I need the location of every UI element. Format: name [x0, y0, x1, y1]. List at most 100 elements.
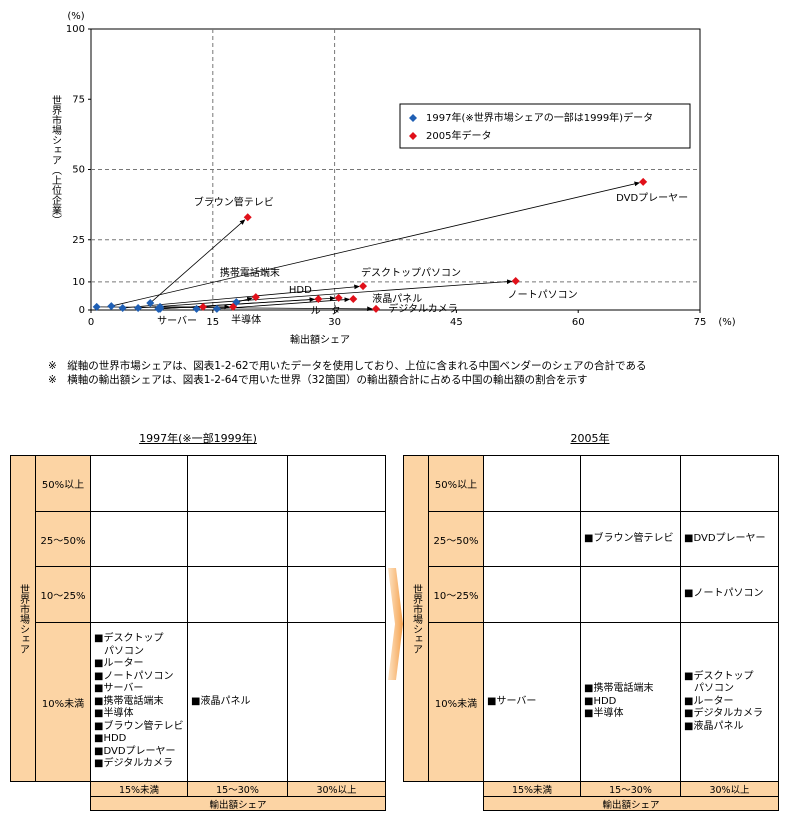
transition-arrow: [388, 568, 403, 680]
column-header: 15%未満: [90, 781, 188, 797]
row-header: 10%未満: [35, 622, 91, 782]
cell: [90, 566, 188, 623]
note: ※ 横軸の輸出額シェアは、図表1-2-64で用いた世界（32箇国）の輸出額合計に…: [48, 374, 588, 386]
cell: [287, 455, 386, 512]
cell: デスクトップ パソコンルーターノートパソコンサーバー携帯電話端末半導体ブラウン管…: [90, 622, 188, 782]
cell: [580, 566, 681, 623]
cell: ノートパソコン: [680, 566, 779, 623]
x-tick-label: 60: [572, 317, 585, 328]
row-header: 10%未満: [428, 622, 484, 782]
point: [349, 295, 358, 304]
cell-item: 液晶パネル: [684, 721, 743, 734]
cell-item: ルーター: [684, 696, 733, 709]
y-unit: (%): [67, 11, 84, 22]
y-axis-label: 世界市場シェア（上位企業）: [50, 95, 62, 225]
row-header: 50%以上: [35, 455, 91, 512]
point: [359, 282, 368, 291]
cell-item: 携帯電話端末: [584, 683, 653, 696]
legend-label: 1997年(※世界市場シェアの一部は1999年)データ: [426, 111, 653, 124]
point: [251, 293, 260, 302]
point-label: ルーター: [311, 305, 351, 317]
point: [232, 298, 241, 307]
cell: [287, 566, 386, 623]
point-label: ノートパソコン: [508, 289, 578, 301]
column-header: 15%未満: [483, 781, 581, 797]
cell: 携帯電話端末HDD半導体: [580, 622, 681, 782]
arrow: [150, 219, 246, 304]
y-tick-label: 10: [72, 277, 85, 288]
y-tick-label: 50: [72, 165, 85, 176]
point: [199, 302, 208, 311]
cell-item: HDD: [94, 733, 126, 746]
x-tick-label: 75: [694, 317, 707, 328]
cell-item: ルーター: [94, 658, 143, 671]
cell-item: ブラウン管テレビ: [584, 533, 673, 546]
point-label: デジタルカメラ: [388, 302, 458, 315]
cell: サーバー: [483, 622, 581, 782]
y-tick-label: 25: [72, 235, 85, 246]
y-tick-label: 100: [66, 24, 85, 35]
point: [639, 177, 648, 186]
point-label: 液晶パネル: [372, 292, 422, 305]
legend-label: 2005年データ: [426, 129, 491, 142]
cell: 液晶パネル: [187, 622, 288, 782]
cell-item: 液晶パネル: [191, 696, 250, 709]
cell-item: デジタルカメラ: [684, 708, 763, 721]
point: [192, 304, 201, 313]
column-header: 30%以上: [680, 781, 779, 797]
arrow: [216, 297, 351, 310]
legend-marker: [409, 132, 417, 140]
cell-item: 携帯電話端末: [94, 696, 163, 709]
cell-item: ブラウン管テレビ: [94, 721, 183, 734]
cell-item: 半導体: [584, 708, 623, 721]
point: [243, 213, 252, 222]
cell: [287, 511, 386, 567]
point: [314, 295, 323, 304]
point: [107, 302, 116, 311]
point: [334, 293, 343, 302]
point-label: HDD: [289, 285, 312, 296]
cell: [680, 455, 779, 512]
x-tick-label: 45: [450, 317, 463, 328]
arrow: [111, 181, 641, 307]
y-axis-label: 世界市場シェア: [10, 455, 36, 782]
point: [156, 302, 165, 311]
legend-marker: [409, 114, 417, 122]
point: [229, 302, 238, 311]
cell: ブラウン管テレビ: [580, 511, 681, 567]
table-title: 2005年: [570, 432, 610, 445]
x-unit: (%): [718, 317, 735, 328]
row-header: 50%以上: [428, 455, 484, 512]
point-label: DVDプレーヤー: [616, 192, 688, 204]
point: [92, 302, 101, 311]
legend: [399, 103, 691, 149]
x-axis-label: 輸出額シェア: [90, 796, 386, 811]
point-label: デスクトップパソコン: [361, 266, 461, 279]
cell: [483, 511, 581, 567]
y-axis-label: 世界市場シェア: [403, 455, 429, 782]
row-header: 25〜50%: [35, 511, 91, 567]
row-header: 10〜25%: [35, 566, 91, 623]
y-tick-label: 0: [79, 305, 85, 316]
cell-item: サーバー: [487, 696, 536, 709]
cell: [580, 455, 681, 512]
cell: [90, 455, 188, 512]
x-tick-label: 15: [206, 317, 219, 328]
cell: [187, 566, 288, 623]
arrow: [138, 279, 513, 309]
cell: [187, 455, 288, 512]
cell-item: 半導体: [94, 708, 133, 721]
cell-item: デスクトップ パソコン: [94, 633, 163, 658]
cell: [187, 511, 288, 567]
point-label: ブラウン管テレビ: [194, 195, 274, 208]
point-label: 半導体: [231, 313, 261, 326]
cell-item: ノートパソコン: [94, 671, 173, 684]
x-tick-label: 0: [88, 317, 94, 328]
cell: DVDプレーヤー: [680, 511, 779, 567]
point: [372, 304, 381, 313]
cell-item: ノートパソコン: [684, 588, 763, 601]
row-header: 10〜25%: [428, 566, 484, 623]
